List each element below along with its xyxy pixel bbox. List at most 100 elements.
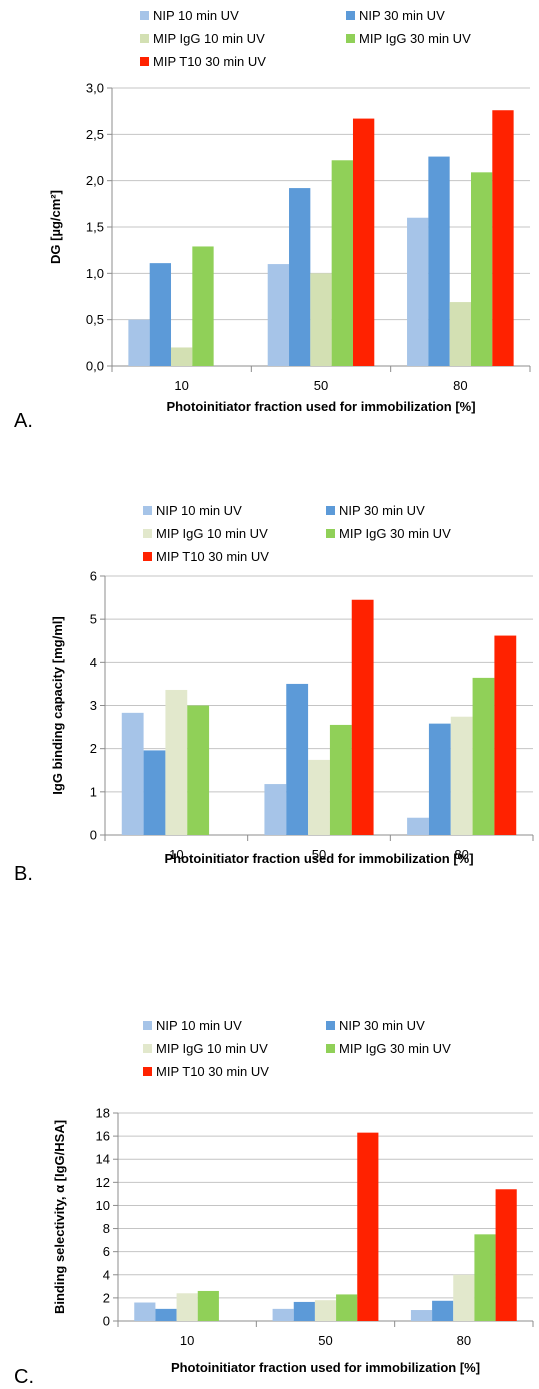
legend-entry: MIP T10 30 min UV — [156, 549, 269, 564]
bar — [187, 705, 210, 835]
bar — [351, 599, 374, 835]
bar — [329, 724, 352, 835]
bar — [197, 1290, 219, 1321]
bar — [293, 1301, 315, 1321]
bar — [121, 712, 144, 835]
legend-swatch — [143, 1021, 152, 1030]
legend-swatch — [326, 529, 335, 538]
y-tick-label: 16 — [96, 1129, 110, 1144]
bar — [143, 750, 166, 835]
y-tick-label: 3 — [90, 698, 97, 713]
panel-label: B. — [14, 863, 33, 885]
bar — [314, 1300, 337, 1321]
bar — [331, 160, 353, 366]
legend-swatch — [143, 552, 152, 561]
legend-swatch — [143, 1067, 152, 1076]
legend-entry: NIP 30 min UV — [339, 1018, 425, 1033]
y-tick-label: 12 — [96, 1175, 110, 1190]
y-axis-title: Binding selectivity, α [IgG/HSA] — [52, 1120, 67, 1314]
y-tick-label: 0,0 — [86, 359, 104, 374]
y-tick-label: 0 — [103, 1314, 110, 1329]
y-axis-title: DG [µg/cm²] — [48, 190, 63, 264]
y-tick-label: 1,5 — [86, 220, 104, 235]
bar — [267, 264, 290, 366]
bar — [357, 1132, 379, 1321]
panel-b-chart: 0 1 2 3 4 5 6 10 50 80 NIP 10 min UV NIP 30 min UV M… — [14, 503, 534, 885]
legend-entry: MIP IgG 30 min UV — [339, 526, 451, 541]
bar — [352, 118, 375, 366]
legend-swatch — [326, 1044, 335, 1053]
panel-label: C. — [14, 1366, 34, 1388]
legend-entry: NIP 10 min UV — [156, 503, 242, 518]
y-tick-label: 0,5 — [86, 312, 104, 327]
legend-entry: MIP IgG 30 min UV — [339, 1041, 451, 1056]
x-tick-label: 50 — [314, 378, 328, 393]
x-tick-label: 80 — [457, 1333, 471, 1348]
y-tick-label: 18 — [96, 1106, 110, 1121]
legend-entry: NIP 10 min UV — [156, 1018, 242, 1033]
bar — [272, 1308, 294, 1321]
legend-entry: MIP T10 30 min UV — [153, 54, 266, 69]
x-tick-label: 80 — [453, 378, 467, 393]
bar — [286, 683, 309, 835]
bar — [336, 1294, 358, 1321]
bar — [128, 319, 150, 366]
legend-entry: MIP IgG 30 min UV — [359, 31, 471, 46]
x-tick-label: 50 — [312, 847, 326, 862]
bar — [428, 156, 450, 366]
bar — [432, 1300, 454, 1321]
bar — [470, 172, 493, 366]
x-axis-title: Photoinitiator fraction used for immobil… — [166, 399, 475, 414]
legend-entry: MIP IgG 10 min UV — [153, 31, 265, 46]
bar — [407, 817, 429, 835]
bar — [308, 759, 330, 835]
bar — [453, 1274, 475, 1321]
panel-a-chart: 0,0 0,5 1,0 1,5 2,0 2,5 3,0 10 50 80 NIP 10 min UV… — [14, 8, 531, 432]
x-tick-label: 10 — [169, 847, 183, 862]
bar — [310, 273, 332, 366]
y-tick-label: 4 — [90, 655, 97, 670]
panel-c-chart: 0 2 4 6 8 10 12 14 16 18 10 50 80 NIP 10 min UV NIP 30… — [14, 1018, 534, 1388]
legend-swatch — [346, 34, 355, 43]
legend-swatch — [143, 1044, 152, 1053]
y-axis-title: IgG binding capacity [mg/ml] — [50, 616, 65, 794]
legend-entry: MIP IgG 10 min UV — [156, 526, 268, 541]
bar — [176, 1293, 198, 1321]
y-tick-label: 1,0 — [86, 266, 104, 281]
legend-swatch — [326, 1021, 335, 1030]
bar — [134, 1302, 156, 1321]
bar — [472, 677, 495, 835]
bar — [449, 302, 471, 366]
legend-entry: NIP 30 min UV — [359, 8, 445, 23]
legend-swatch — [140, 57, 149, 66]
x-tick-label: 80 — [454, 847, 468, 862]
legend-entry: NIP 10 min UV — [153, 8, 239, 23]
y-tick-label: 8 — [103, 1221, 110, 1236]
legend-swatch — [140, 11, 149, 20]
y-tick-label: 1 — [90, 784, 97, 799]
bar — [155, 1308, 177, 1321]
bar — [165, 689, 188, 835]
legend-entry: MIP T10 30 min UV — [156, 1064, 269, 1079]
y-tick-label: 14 — [96, 1152, 110, 1167]
legend-swatch — [326, 506, 335, 515]
y-tick-label: 4 — [103, 1267, 110, 1282]
legend-swatch — [143, 506, 152, 515]
y-tick-label: 2 — [103, 1290, 110, 1305]
legend-entry: MIP IgG 10 min UV — [156, 1041, 268, 1056]
bar — [492, 110, 514, 367]
y-tick-label: 10 — [96, 1198, 110, 1213]
x-tick-label: 10 — [180, 1333, 194, 1348]
y-tick-label: 2 — [90, 741, 97, 756]
legend-swatch — [143, 529, 152, 538]
legend-swatch — [346, 11, 355, 20]
bar — [474, 1234, 496, 1321]
bar — [264, 784, 287, 835]
bar — [450, 716, 473, 835]
legend-entry: NIP 30 min UV — [339, 503, 425, 518]
y-tick-label: 3,0 — [86, 81, 104, 96]
x-tick-label: 10 — [174, 378, 188, 393]
y-tick-label: 6 — [103, 1244, 110, 1259]
y-tick-label: 0 — [90, 828, 97, 843]
